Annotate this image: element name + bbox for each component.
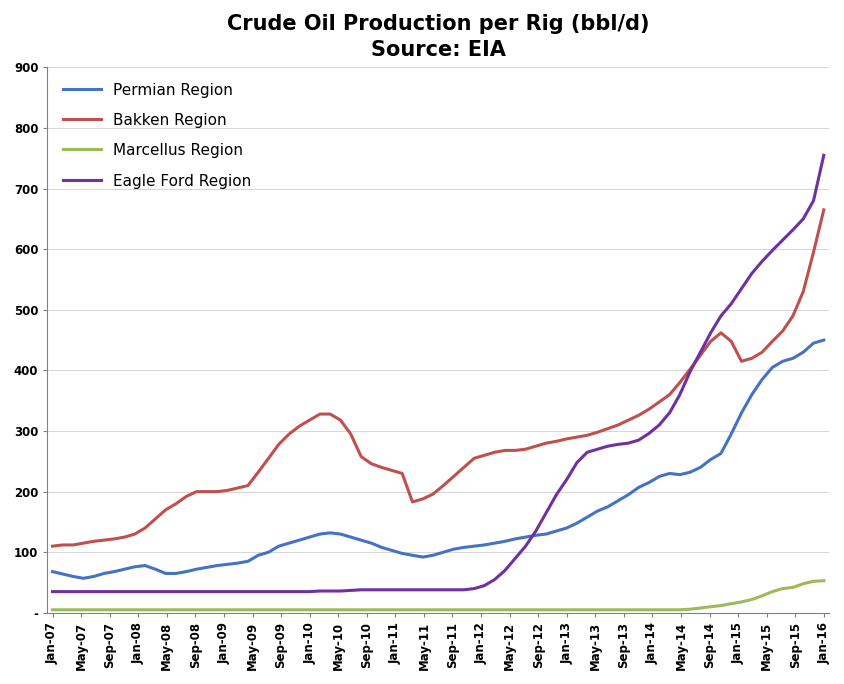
Marcellus Region: [119, 606, 129, 614]
Bakken Region: [448, 473, 458, 481]
Marcellus Region: [448, 606, 458, 614]
Line: Bakken Region: Bakken Region: [52, 210, 823, 546]
Eagle Ford Region: [47, 588, 57, 596]
Permian Region: [818, 336, 828, 344]
Bakken Region: [47, 542, 57, 550]
Marcellus Region: [47, 606, 57, 614]
Bakken Region: [663, 391, 674, 399]
Marcellus Region: [561, 606, 571, 614]
Legend: Permian Region, Bakken Region, Marcellus Region, Eagle Ford Region: Permian Region, Bakken Region, Marcellus…: [55, 75, 259, 196]
Permian Region: [78, 574, 89, 582]
Permian Region: [674, 471, 684, 479]
Bakken Region: [561, 435, 571, 443]
Eagle Ford Region: [448, 586, 458, 594]
Permian Region: [325, 529, 335, 537]
Bakken Region: [818, 206, 828, 214]
Marcellus Region: [540, 606, 550, 614]
Permian Region: [550, 527, 560, 535]
Bakken Region: [315, 410, 325, 418]
Bakken Region: [119, 533, 129, 541]
Line: Eagle Ford Region: Eagle Ford Region: [52, 155, 823, 592]
Permian Region: [571, 519, 582, 527]
Marcellus Region: [818, 577, 828, 585]
Bakken Region: [540, 439, 550, 447]
Eagle Ford Region: [663, 409, 674, 417]
Line: Permian Region: Permian Region: [52, 340, 823, 578]
Eagle Ford Region: [818, 151, 828, 159]
Marcellus Region: [315, 606, 325, 614]
Marcellus Region: [663, 606, 674, 614]
Permian Region: [458, 543, 468, 551]
Eagle Ford Region: [540, 509, 550, 517]
Eagle Ford Region: [315, 587, 325, 595]
Eagle Ford Region: [119, 588, 129, 596]
Permian Region: [47, 568, 57, 576]
Line: Marcellus Region: Marcellus Region: [52, 581, 823, 610]
Title: Crude Oil Production per Rig (bbl/d)
Source: EIA: Crude Oil Production per Rig (bbl/d) Sou…: [227, 14, 649, 60]
Eagle Ford Region: [561, 475, 571, 484]
Permian Region: [130, 563, 140, 571]
